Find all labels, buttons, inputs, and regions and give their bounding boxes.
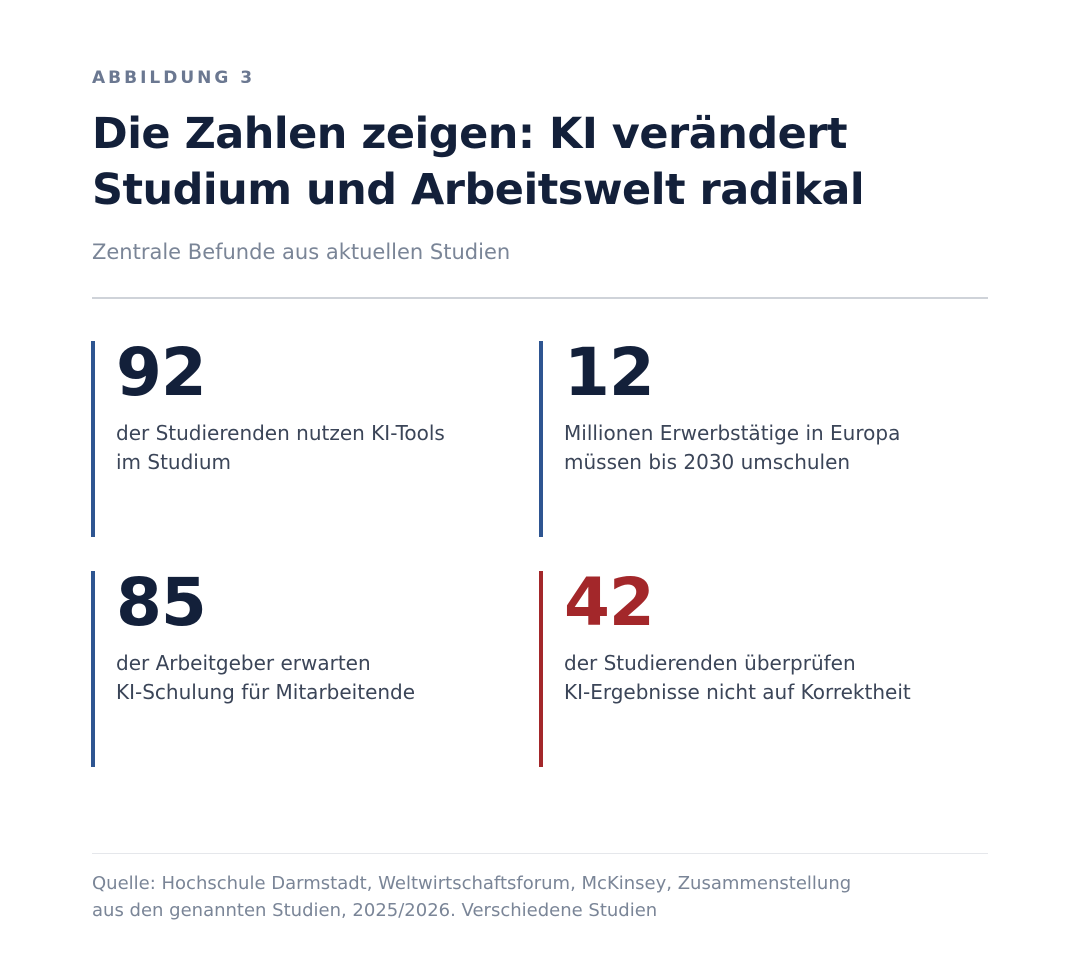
figure-title: Die Zahlen zeigen: KI verändert Studium …	[92, 106, 992, 218]
stat-description-line: der Arbeitgeber erwarten	[116, 651, 371, 675]
footer-divider	[92, 853, 988, 854]
figure-kicker: ABBILDUNG 3	[92, 68, 256, 88]
stat-card-students-using-ai: 92 der Studierenden nutzen KI-Tools im S…	[91, 335, 511, 537]
stat-value: 92	[116, 334, 207, 411]
source-note: Quelle: Hochschule Darmstadt, Weltwirtsc…	[92, 870, 992, 924]
stat-description: Millionen Erwerbstätige in Europa müssen…	[564, 419, 964, 477]
stat-description-line: KI-Schulung für Mitarbeitende	[116, 680, 416, 704]
stat-card-workers-reskilling: 12 Millionen Erwerbstätige in Europa müs…	[539, 335, 959, 537]
stat-value: 85	[116, 564, 207, 641]
stat-description: der Studierenden nutzen KI-Tools im Stud…	[116, 419, 516, 477]
stat-description: der Studierenden überprüfen KI-Ergebniss…	[564, 649, 964, 707]
stat-description-line: müssen bis 2030 umschulen	[564, 450, 851, 474]
header-divider	[92, 297, 988, 299]
source-line: Quelle: Hochschule Darmstadt, Weltwirtsc…	[92, 873, 852, 894]
stat-description: der Arbeitgeber erwarten KI-Schulung für…	[116, 649, 516, 707]
figure-title-line-1: Die Zahlen zeigen: KI verändert	[92, 109, 848, 159]
stat-value: 12	[564, 334, 655, 411]
figure-title-line-2: Studium und Arbeitswelt radikal	[92, 165, 865, 215]
stat-description-line: KI-Ergebnisse nicht auf Korrektheit	[564, 680, 911, 704]
stat-value: 42	[564, 564, 655, 641]
source-line: aus den genannten Studien, 2025/2026. Ve…	[92, 900, 658, 921]
stat-description-line: der Studierenden nutzen KI-Tools	[116, 421, 445, 445]
stat-card-students-not-verifying: 42 der Studierenden überprüfen KI-Ergebn…	[539, 565, 959, 767]
stat-description-line: im Studium	[116, 450, 232, 474]
stat-card-employers-expect-training: 85 der Arbeitgeber erwarten KI-Schulung …	[91, 565, 511, 767]
figure-subtitle: Zentrale Befunde aus aktuellen Studien	[92, 240, 511, 264]
stat-description-line: der Studierenden überprüfen	[564, 651, 856, 675]
stat-description-line: Millionen Erwerbstätige in Europa	[564, 421, 901, 445]
